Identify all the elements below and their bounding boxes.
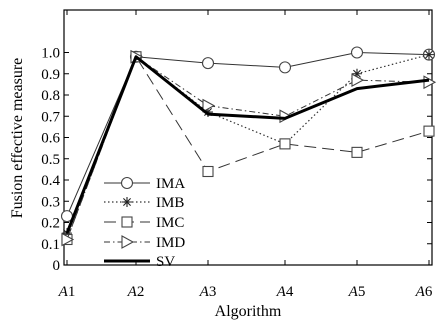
y-tick-label: 0.6 — [41, 131, 60, 147]
legend-label-imd: IMD — [156, 235, 185, 251]
plot-frame — [63, 9, 433, 266]
data-point-imd — [351, 73, 365, 88]
y-tick-label: 1.0 — [41, 46, 60, 62]
x-tick-number: 6 — [425, 284, 433, 300]
x-tick-label: A2 — [127, 284, 145, 300]
legend-marker-ima — [120, 176, 134, 190]
y-tick-label: 0.9 — [41, 67, 60, 83]
x-tick-label: A4 — [276, 284, 294, 300]
legend-marker-imb — [122, 197, 132, 207]
x-tick-letter: A — [58, 284, 69, 300]
series-line-imd — [66, 56, 430, 240]
y-tick-label: 0.1 — [41, 237, 60, 253]
y-tick-label: 0 — [53, 258, 61, 274]
legend-label-imc: IMC — [156, 215, 184, 231]
x-tick-letter: A — [348, 284, 359, 300]
data-point-imc — [351, 146, 363, 158]
series-line-imb — [66, 54, 430, 234]
data-point-imc — [423, 125, 435, 137]
x-tick-number: 1 — [68, 284, 76, 300]
data-point-imd — [202, 98, 216, 113]
series-sv — [65, 55, 430, 234]
legend: IMA IMB IMC IMD SV — [104, 176, 185, 270]
series-line-imc — [66, 56, 430, 240]
series-ima — [60, 46, 436, 223]
legend-marker-imd — [121, 235, 135, 249]
y-tick-label: 0.8 — [41, 88, 60, 104]
series-imd — [61, 49, 437, 247]
data-point-imd — [423, 75, 437, 90]
x-tick-label: A5 — [348, 284, 366, 300]
y-tick-label: 0.2 — [41, 216, 60, 232]
data-point-imc — [279, 138, 291, 150]
x-tick-number: 3 — [209, 284, 217, 300]
series-line-ima — [66, 52, 430, 217]
series-line-sv — [65, 55, 430, 234]
data-point-imc — [202, 165, 214, 178]
series-layer — [60, 46, 437, 247]
y-tick-label: 0.7 — [41, 109, 60, 125]
y-axis-title: Fusion effective measure — [9, 58, 26, 219]
data-point-imb — [424, 49, 434, 60]
data-point-ima — [278, 61, 292, 74]
data-point-ima — [350, 46, 364, 59]
x-tick-label: A1 — [58, 284, 76, 300]
y-tick-label: 0.3 — [41, 194, 60, 210]
x-tick-label: A6 — [415, 284, 433, 300]
legend-label-sv: SV — [156, 254, 175, 270]
y-tick-label: 0.4 — [41, 173, 60, 189]
data-point-imd — [61, 232, 75, 247]
x-axis-ticks: A1 A2 A3 A4 A5 A6 — [58, 10, 433, 300]
y-axis-ticks: 0 0.1 0.2 0.3 0.4 0.5 0.6 0.7 0.8 0.9 1.0 — [41, 46, 432, 274]
series-imb — [62, 49, 434, 239]
x-tick-number: 5 — [358, 284, 366, 300]
x-tick-letter: A — [276, 284, 287, 300]
x-tick-label: A3 — [199, 284, 217, 300]
legend-label-ima: IMA — [156, 176, 185, 192]
x-tick-number: 4 — [286, 284, 294, 300]
x-tick-letter: A — [415, 284, 426, 300]
x-axis-title: Algorithm — [215, 303, 282, 320]
x-tick-letter: A — [127, 284, 138, 300]
x-tick-letter: A — [199, 284, 210, 300]
legend-marker-imc — [121, 216, 133, 228]
y-tick-label: 0.5 — [41, 152, 60, 168]
x-tick-number: 2 — [137, 284, 145, 300]
data-point-ima — [201, 57, 215, 70]
data-point-imb — [352, 68, 362, 79]
data-point-imb — [203, 107, 213, 117]
legend-label-imb: IMB — [156, 195, 184, 211]
